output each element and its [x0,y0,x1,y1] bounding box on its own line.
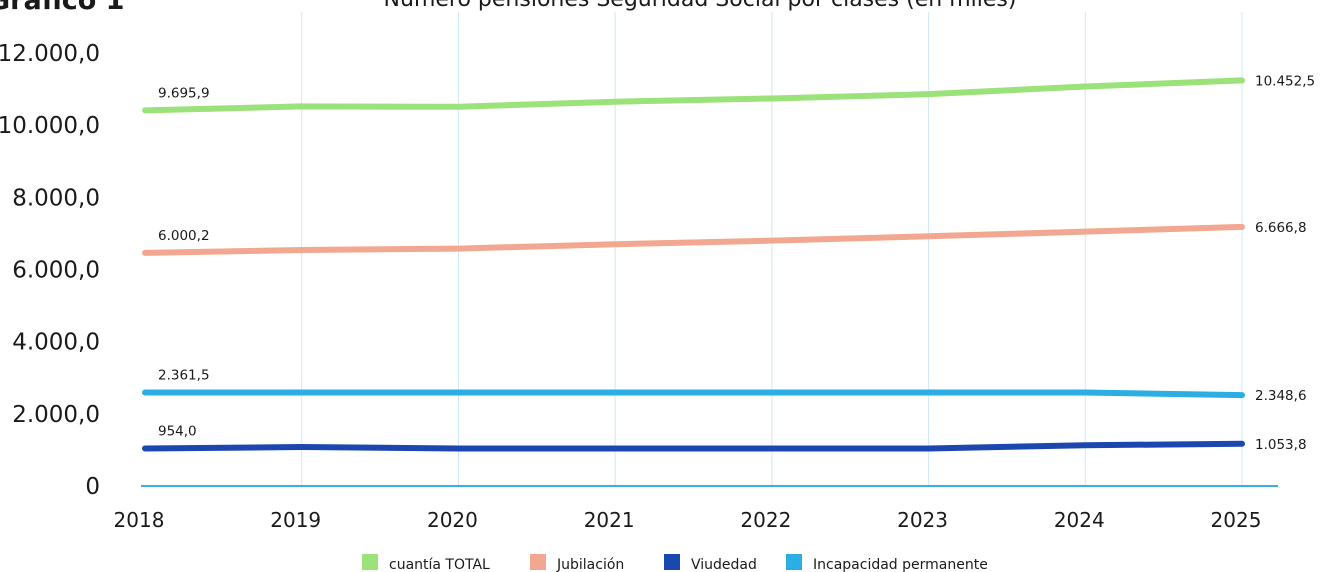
y-tick-label: 10.000,0 [0,113,100,139]
y-tick-label: 12.000,0 [0,41,100,67]
data-label-last: 1.053,8 [1255,437,1307,453]
legend-label: Jubilación [556,557,624,572]
data-label-first: 954,0 [158,423,197,439]
x-tick-label: 2022 [740,508,791,532]
y-tick-label: 6.000,0 [12,258,100,284]
data-label-first: 2.361,5 [158,368,210,384]
x-axis-ticks: 2018 2019 2020 2021 2022 2023 2024 2025 [114,508,1262,532]
legend-label: Viudedad [691,557,757,572]
x-tick-label: 2024 [1054,508,1105,532]
legend-swatch [362,554,378,570]
x-tick-label: 2019 [270,508,321,532]
legend-swatch [530,554,546,570]
y-tick-label: 4.000,0 [12,330,100,356]
data-label-last: 2.348,6 [1255,388,1307,404]
series-line-2 [142,440,1245,452]
legend-swatch [664,554,680,570]
series-line-3 [142,389,1245,399]
x-tick-label: 2023 [897,508,948,532]
series-line-0 [142,77,1245,114]
y-tick-label: 2.000,0 [12,402,100,428]
y-tick-label: 0 [85,474,100,500]
data-labels: 9.695,9 10.452,5 6.000,2 6.666,8 954,0 1.053,… [158,73,1315,452]
x-tick-label: 2018 [114,508,165,532]
series-line-1 [142,223,1245,256]
data-label-last: 10.452,5 [1255,73,1315,89]
chart-title: Número pensiones Seguridad Social por cl… [384,0,1017,12]
x-tick-label: 2021 [584,508,635,532]
legend: cuantía TOTAL Jubilación Viudedad Incapacid… [362,554,988,572]
data-label-first: 6.000,2 [158,228,210,244]
x-tick-label: 2020 [427,508,478,532]
figure-label: Gráfico 1 [0,0,124,16]
y-tick-label: 8.000,0 [12,185,100,211]
series-lines [142,77,1245,452]
legend-swatch [786,554,802,570]
vertical-gridlines [301,12,1243,486]
legend-label: cuantía TOTAL [389,557,490,572]
legend-label: Incapacidad permanente [813,557,988,572]
data-label-first: 9.695,9 [158,85,210,101]
data-label-last: 6.666,8 [1255,220,1307,236]
y-axis-ticks: 0 2.000,0 4.000,0 6.000,0 8.000,0 10.000,0 12.… [0,41,100,500]
x-tick-label: 2025 [1211,508,1262,532]
